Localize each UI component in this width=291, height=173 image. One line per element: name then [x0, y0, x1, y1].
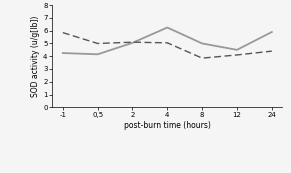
- HLD: [235, 49, 239, 51]
- LR: [131, 41, 134, 43]
- X-axis label: post-burn time (hours): post-burn time (hours): [124, 121, 211, 130]
- HLD: [131, 42, 134, 44]
- HLD: [61, 52, 65, 54]
- LR: [61, 32, 65, 34]
- HLD: [200, 42, 204, 44]
- Line: HLD: HLD: [63, 28, 272, 54]
- LR: [235, 54, 239, 56]
- Line: LR: LR: [63, 33, 272, 58]
- HLD: [270, 31, 274, 33]
- LR: [166, 42, 169, 44]
- HLD: [166, 26, 169, 29]
- LR: [200, 57, 204, 59]
- LR: [96, 42, 100, 44]
- HLD: [96, 53, 100, 55]
- LR: [270, 50, 274, 52]
- Y-axis label: SOD activity (u/g[lb]): SOD activity (u/g[lb]): [31, 16, 40, 97]
